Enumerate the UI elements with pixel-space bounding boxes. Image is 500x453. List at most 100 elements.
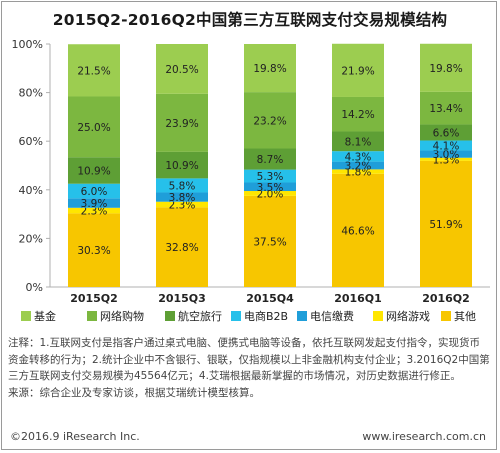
chart-title: 2015Q2-2016Q2中国第三方互联网支付交易规模结构 xyxy=(52,11,448,29)
bar-segment xyxy=(156,201,208,208)
data-label: 3.5% xyxy=(257,182,284,194)
x-tick-label: 2016Q2 xyxy=(422,292,470,305)
bar-segment xyxy=(332,169,384,174)
bar-segment xyxy=(420,124,472,141)
x-tick-label: 2015Q4 xyxy=(246,292,294,305)
data-label: 8.7% xyxy=(257,154,284,166)
bar-segment xyxy=(68,183,120,199)
bar-segment xyxy=(68,157,120,184)
bar-segment xyxy=(68,96,120,158)
data-label: 14.2% xyxy=(341,109,374,121)
bar-segment xyxy=(332,151,384,162)
data-label: 2.3% xyxy=(169,200,196,212)
data-label: 23.2% xyxy=(253,115,286,127)
x-tick-label: 2015Q3 xyxy=(158,292,206,305)
legend-label: 航空旅行 xyxy=(178,309,222,323)
legend-label: 其他 xyxy=(454,310,476,323)
y-tick-label: 0% xyxy=(26,281,43,294)
bar-segment xyxy=(332,96,384,132)
bar-segment xyxy=(244,148,296,170)
data-label: 32.8% xyxy=(165,242,198,254)
copyright-text: ©2016.9 iResearch Inc. xyxy=(10,430,140,443)
bar-segment xyxy=(156,93,208,152)
data-label: 13.4% xyxy=(429,103,462,115)
data-label: 5.3% xyxy=(257,171,284,183)
data-label: 4.1% xyxy=(433,140,460,152)
bar-segment xyxy=(156,192,208,202)
data-label: 2.3% xyxy=(81,206,108,218)
data-label: 30.3% xyxy=(77,245,110,257)
bar-segment xyxy=(420,43,472,92)
bar-segment xyxy=(68,44,120,97)
legend-swatch xyxy=(297,311,307,321)
bar-segment xyxy=(244,195,296,287)
data-label: 2.0% xyxy=(257,188,284,200)
legend-label: 基金 xyxy=(34,309,56,323)
data-label: 10.9% xyxy=(165,160,198,172)
bar-segment xyxy=(244,44,296,93)
data-label: 6.0% xyxy=(81,186,108,198)
bar-segment xyxy=(332,131,384,152)
bar-segment xyxy=(420,150,472,158)
data-label: 21.9% xyxy=(341,65,374,77)
bar-segment xyxy=(244,191,296,196)
data-label: 6.6% xyxy=(433,127,460,139)
bar-segment xyxy=(332,43,384,97)
source-line: 来源：综合企业及专家访谈，根据艾瑞统计模型核算。 xyxy=(8,386,260,399)
y-tick-label: 20% xyxy=(19,232,43,245)
legend-swatch xyxy=(231,311,241,321)
bar-segment xyxy=(420,91,472,125)
bar-segment xyxy=(156,151,208,179)
data-label: 3.8% xyxy=(169,192,196,204)
bar-segment xyxy=(420,160,472,287)
data-label: 3.9% xyxy=(81,198,108,210)
data-label: 3.0% xyxy=(433,149,460,161)
note-line: 资金转移的行为；2.统计企业中不含银行、银联，仅指规模以上非金融机构支付企业；3… xyxy=(8,353,490,366)
x-tick-label: 2016Q1 xyxy=(334,292,382,305)
bar-segment xyxy=(68,198,120,208)
note-line: 注释：1.互联网支付是指客户通过桌式电脑、便携式电脑等设备，依托互联网发起支付指… xyxy=(8,337,481,349)
data-label: 4.3% xyxy=(345,151,372,163)
website-text: www.iresearch.com.cn xyxy=(362,430,486,443)
bar-segment xyxy=(244,182,296,192)
data-label: 23.9% xyxy=(165,118,198,130)
legend-label: 网络购物 xyxy=(100,309,144,323)
legend-swatch xyxy=(373,311,383,321)
data-label: 20.5% xyxy=(165,64,198,76)
data-label: 10.9% xyxy=(77,165,110,177)
bar-segment xyxy=(156,207,208,287)
notes-block: 注释：1.互联网支付是指客户通过桌式电脑、便携式电脑等设备，依托互联网发起支付指… xyxy=(8,335,494,401)
data-label: 37.5% xyxy=(253,236,286,248)
x-tick-label: 2015Q2 xyxy=(70,292,118,305)
legend-label: 网络游戏 xyxy=(386,309,430,323)
y-tick-label: 80% xyxy=(19,87,43,100)
legend-swatch xyxy=(441,311,451,321)
data-label: 8.1% xyxy=(345,136,372,148)
data-label: 5.8% xyxy=(169,180,196,192)
bar-segment xyxy=(68,213,120,287)
legend-swatch xyxy=(87,311,97,321)
data-label: 21.5% xyxy=(77,65,110,77)
y-tick-label: 100% xyxy=(12,38,43,51)
y-tick-label: 40% xyxy=(19,184,43,197)
data-label: 19.8% xyxy=(253,63,286,75)
bar-segment xyxy=(156,44,208,94)
bar-segment xyxy=(332,173,384,287)
data-label: 1.8% xyxy=(345,167,372,179)
stacked-bar-chart: 0%20%40%60%80%100%30.3%2.3%3.9%6.0%10.9%… xyxy=(12,38,490,323)
bar-segment xyxy=(332,161,384,170)
bar-segment xyxy=(68,207,120,214)
note-line: 三方互联网支付交易规模为45564亿元；4.艾瑞根据最新掌握的市场情况，对历史数… xyxy=(8,370,461,382)
data-label: 19.8% xyxy=(429,63,462,75)
bar-segment xyxy=(420,140,472,151)
data-label: 51.9% xyxy=(429,219,462,231)
data-label: 46.6% xyxy=(341,225,374,237)
data-label: 3.2% xyxy=(345,161,372,173)
bar-segment xyxy=(420,157,472,161)
bar-segment xyxy=(156,178,208,193)
y-tick-label: 60% xyxy=(19,135,43,148)
legend-label: 电信缴费 xyxy=(310,309,354,323)
legend-swatch xyxy=(21,311,31,321)
legend-label: 电商B2B xyxy=(244,309,288,323)
bar-segment xyxy=(244,92,296,149)
